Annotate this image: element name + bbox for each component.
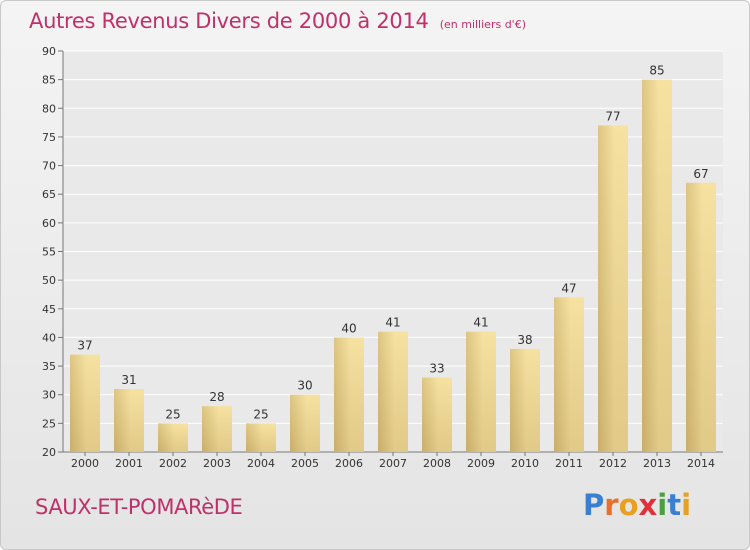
x-tick-label: 2001 <box>115 457 143 470</box>
bar-shade <box>642 79 672 453</box>
x-tick-label: 2003 <box>203 457 231 470</box>
chart-subtitle: (en milliers d'€) <box>439 18 526 31</box>
y-tick-label: 45 <box>42 303 56 316</box>
bar-shade <box>334 337 364 452</box>
x-tick-label: 2013 <box>643 457 671 470</box>
bar-shade <box>246 423 276 452</box>
data-label: 41 <box>473 316 488 330</box>
data-label: 33 <box>429 362 444 376</box>
y-tick-label: 30 <box>42 389 56 402</box>
bar-shade <box>114 388 144 452</box>
x-tick-label: 2006 <box>335 457 363 470</box>
x-tick-label: 2002 <box>159 457 187 470</box>
y-tick-label: 55 <box>42 246 56 259</box>
bar-shade <box>70 354 100 452</box>
data-label: 41 <box>385 316 400 330</box>
data-label: 37 <box>77 339 92 353</box>
logo-letter: r <box>604 488 619 522</box>
logo-letter: o <box>618 488 639 522</box>
y-tick-label: 90 <box>42 45 56 58</box>
data-label: 67 <box>693 167 708 181</box>
data-label: 40 <box>341 321 356 335</box>
bar-shade <box>598 125 628 452</box>
y-tick-label: 75 <box>42 131 56 144</box>
data-label: 38 <box>517 333 532 347</box>
bar-shade <box>422 377 452 452</box>
logo-letter: x <box>638 488 658 522</box>
logo-letter: i <box>681 488 692 522</box>
y-tick-label: 50 <box>42 274 56 287</box>
bar-shade <box>686 182 716 452</box>
y-tick-label: 20 <box>42 446 56 459</box>
x-tick-label: 2004 <box>247 457 275 470</box>
bar-shade <box>466 331 496 452</box>
data-label: 31 <box>121 373 136 387</box>
y-tick-label: 60 <box>42 217 56 230</box>
y-tick-label: 80 <box>42 102 56 115</box>
data-label: 47 <box>561 281 576 295</box>
x-tick-label: 2012 <box>599 457 627 470</box>
x-tick-label: 2011 <box>555 457 583 470</box>
data-label: 85 <box>649 64 664 78</box>
x-tick-label: 2009 <box>467 457 495 470</box>
data-label: 28 <box>209 390 224 404</box>
bar-shade <box>554 297 584 452</box>
y-tick-label: 85 <box>42 74 56 87</box>
y-tick-label: 35 <box>42 360 56 373</box>
bar-shade <box>202 406 232 452</box>
data-label: 25 <box>253 407 268 421</box>
y-tick-label: 65 <box>42 188 56 201</box>
data-label: 25 <box>165 407 180 421</box>
chart-title: Autres Revenus Divers de 2000 à 2014 <box>29 9 429 33</box>
x-tick-label: 2008 <box>423 457 451 470</box>
x-tick-label: 2007 <box>379 457 407 470</box>
data-label: 77 <box>605 109 620 123</box>
data-label: 30 <box>297 379 312 393</box>
logo-letter: P <box>583 488 605 522</box>
y-tick-label: 70 <box>42 160 56 173</box>
bar-shade <box>510 348 540 452</box>
bar-shade <box>158 423 188 452</box>
y-tick-label: 40 <box>42 331 56 344</box>
x-tick-label: 2014 <box>687 457 715 470</box>
title-row: Autres Revenus Divers de 2000 à 2014 (en… <box>29 9 526 33</box>
x-tick-label: 2000 <box>71 457 99 470</box>
y-tick-label: 25 <box>42 417 56 430</box>
x-tick-label: 2005 <box>291 457 319 470</box>
bar-shade <box>378 331 408 452</box>
logo-letter: i <box>657 488 668 522</box>
proxiti-logo: Proxiti <box>583 488 691 522</box>
logo-letter: t <box>667 488 682 522</box>
x-tick-label: 2010 <box>511 457 539 470</box>
commune-name: SAUX-ET-POMARèDE <box>35 495 243 519</box>
bar-shade <box>290 394 320 452</box>
